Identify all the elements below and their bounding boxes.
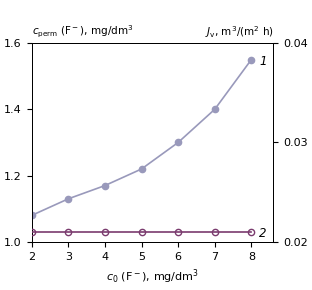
Text: $J_\mathrm{v}$, m$^3$/(m$^2$ h): $J_\mathrm{v}$, m$^3$/(m$^2$ h) <box>205 24 273 40</box>
Text: $c_\mathrm{perm}$ (F$^-$), mg/dm$^3$: $c_\mathrm{perm}$ (F$^-$), mg/dm$^3$ <box>32 24 133 40</box>
X-axis label: $c_0$ (F$^-$), mg/dm$^3$: $c_0$ (F$^-$), mg/dm$^3$ <box>106 267 199 286</box>
Text: 1: 1 <box>260 55 267 68</box>
Text: 2: 2 <box>260 227 267 240</box>
